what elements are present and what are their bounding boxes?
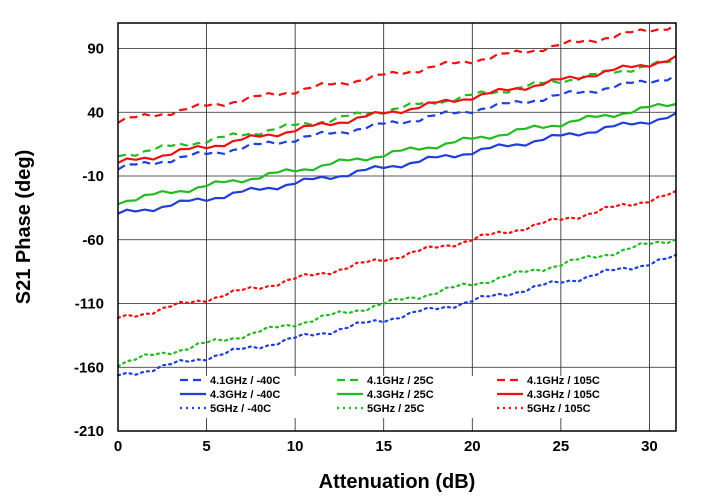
series-line: [117, 55, 677, 164]
x-tick-label: 30: [641, 438, 658, 455]
series-line: [116, 253, 678, 377]
y-axis-title: S21 Phase (deg): [13, 150, 35, 305]
y-tick-label: -10: [82, 168, 104, 185]
legend: 4.1GHz / -40C 4.3GHz / -40C 5GHz / -40C 4.1…: [180, 375, 600, 415]
plot-area: [118, 23, 676, 431]
x-tick-label: 20: [464, 438, 481, 455]
y-tick-label: -60: [82, 232, 104, 249]
legend-label: 4.1GHz / -40C: [210, 375, 280, 387]
x-tick-label: 0: [114, 438, 122, 455]
series-layer: [116, 23, 678, 377]
legend-label: 5GHz / 25C: [367, 403, 425, 415]
series-line: [117, 74, 677, 171]
x-tick-label: 15: [375, 438, 392, 455]
series-line: [117, 112, 677, 215]
legend-label: 4.1GHz / 25C: [367, 375, 434, 387]
legend-label: 4.1GHz / 105C: [527, 375, 600, 387]
series-line: [116, 238, 678, 368]
plot-frame: [117, 22, 677, 432]
legend-label: 4.3GHz / -40C: [210, 389, 280, 401]
series-line: [117, 23, 677, 124]
legend-label: 4.3GHz / 25C: [367, 389, 434, 401]
legend-label: 5GHz / 105C: [527, 403, 591, 415]
legend-label: 4.3GHz / 105C: [527, 389, 600, 401]
y-tick-label: 90: [87, 41, 104, 58]
x-tick-label: 5: [202, 438, 210, 455]
series-line: [116, 189, 678, 319]
y-tick-label: -110: [75, 296, 104, 313]
legend-label: 5GHz / -40C: [210, 403, 271, 415]
legend-background: [174, 376, 614, 418]
x-tick-label: 10: [287, 438, 304, 455]
series-line: [117, 102, 677, 206]
y-tick-label: -210: [74, 423, 104, 440]
y-tick-label: 40: [87, 104, 104, 121]
x-tick-label: 25: [553, 438, 570, 455]
y-tick-label: -160: [74, 359, 104, 376]
x-axis-title: Attenuation (dB): [319, 471, 476, 493]
tick-labels: 0 5 10 15 20 25 30 -210 -160 -110 -60 -10 40 90: [74, 41, 658, 456]
